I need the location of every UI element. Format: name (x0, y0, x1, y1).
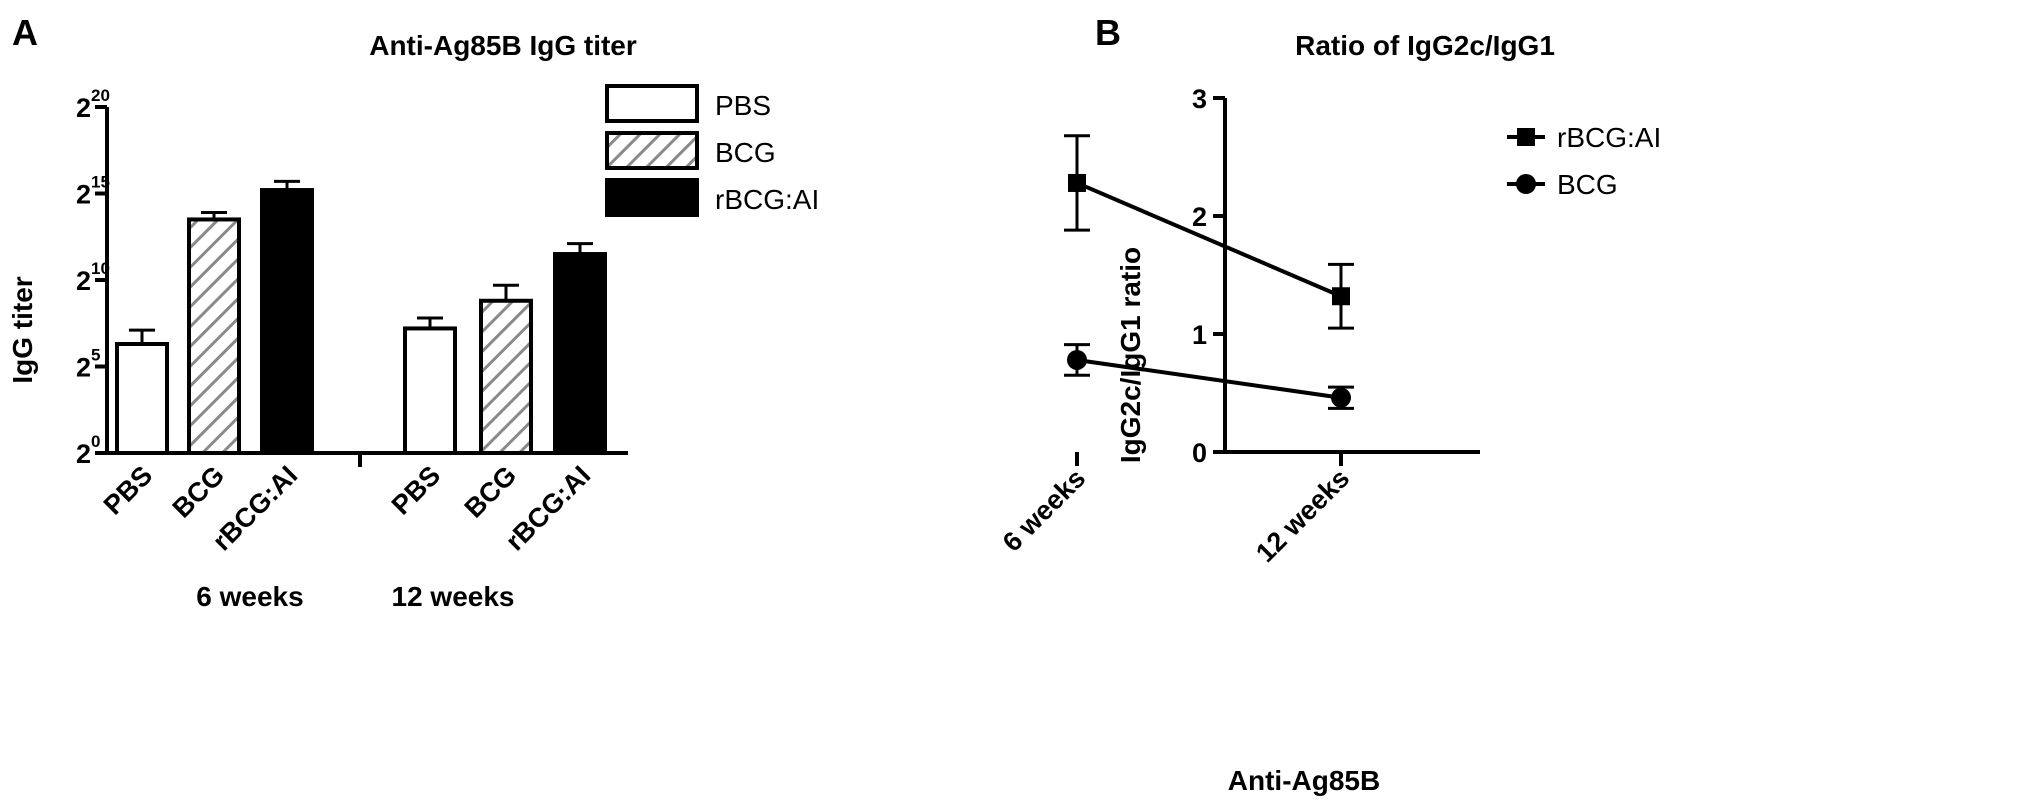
panel-b-marker-square (1068, 173, 1086, 192)
panel-b-legend-marker-circle (1516, 174, 1536, 194)
panel-a-category-label: PBS (98, 460, 158, 520)
panel-a-y-tick-exponent: 5 (91, 346, 100, 365)
panel-a-axes (105, 107, 628, 467)
panel-b-category-labels: 6 weeks 12 weeks (997, 463, 1355, 568)
panel-b-series-line (1076, 181, 1342, 299)
panel-a-legend-label: BCG (715, 137, 776, 168)
panel-b-y-tick-label: 3 (1192, 84, 1207, 114)
panel-b-axes (1075, 98, 1480, 466)
panel-a-bar (553, 252, 607, 455)
panel-b-series (1064, 134, 1354, 410)
panel-a-y-tick-base: 2 (76, 439, 91, 469)
panel-b-legend-label: BCG (1557, 169, 1618, 200)
panel-a-legend-swatch (605, 131, 699, 170)
panel-b-y-tick-label: 1 (1192, 320, 1207, 350)
panel-a-bar (187, 217, 241, 455)
panel-a-y-ticks: 2 02 52 102 152 20 (76, 86, 110, 469)
panel-a-bar (115, 342, 169, 456)
panel-a-category-label: BCG (167, 460, 231, 524)
panel-a-title: Anti-Ag85B IgG titer (369, 30, 637, 61)
panel-a-y-tick-base: 2 (76, 353, 91, 383)
panel-b-x-axis-label: Anti-Ag85B (1228, 765, 1380, 796)
panel-b-marker-square (1332, 287, 1350, 306)
panel-a-group-label: 6 weeks (196, 581, 303, 612)
panel-a-legend-label: rBCG:AI (715, 184, 819, 215)
panel-a-category-label: BCG (459, 460, 523, 524)
panel-a-legend-label: PBS (715, 90, 771, 121)
panel-b-letter: B (1095, 12, 1121, 53)
panel-b-series-line (1076, 357, 1342, 400)
panel-a-letter: A (12, 12, 38, 53)
panel-a-y-tick-exponent: 20 (91, 86, 110, 105)
panel-a-y-tick-base: 2 (76, 266, 91, 296)
panel-b-category-label: 6 weeks (997, 463, 1091, 557)
panel-b-y-tick-label: 2 (1192, 202, 1207, 232)
panel-b-marker-circle (1067, 349, 1087, 370)
panel-a-legend-swatch (605, 178, 699, 217)
panel-a-group-label: 12 weeks (392, 581, 515, 612)
panel-a-y-tick-base: 2 (76, 180, 91, 210)
panel-a-y-tick-exponent: 0 (91, 432, 100, 451)
panel-b-legend: rBCG:AI BCG (1507, 122, 1661, 200)
panel-a: A Anti-Ag85B IgG titer IgG titer 2 02 52 10… (7, 12, 819, 612)
panel-b-marker-circle (1331, 387, 1351, 408)
panel-b-y-tick-label: 0 (1192, 438, 1207, 468)
panel-a-bar (479, 298, 533, 456)
panel-a-legend-swatch (605, 84, 699, 123)
panel-a-category-label: PBS (386, 460, 446, 520)
panel-a-y-tick-base: 2 (76, 93, 91, 123)
panel-b-legend-label: rBCG:AI (1557, 122, 1661, 153)
panel-a-bar (403, 326, 457, 455)
panel-b-y-axis-label: IgG2c/IgG1 ratio (1115, 247, 1146, 463)
panel-a-y-tick-exponent: 15 (91, 173, 110, 192)
panel-b-title: Ratio of IgG2c/IgG1 (1295, 30, 1555, 61)
panel-b-legend-marker-square (1517, 128, 1535, 146)
panel-a-y-tick-exponent: 10 (91, 259, 110, 278)
panel-a-bar (260, 188, 314, 455)
panel-a-bars (115, 179, 607, 456)
panel-b: B Ratio of IgG2c/IgG1 IgG2c/IgG1 ratio A… (997, 12, 1661, 796)
panel-b-y-ticks: 0 1 2 3 (1192, 84, 1225, 468)
panel-a-group-labels: 6 weeks 12 weeks (196, 581, 514, 612)
panel-b-category-label: 12 weeks (1250, 463, 1355, 568)
panel-a-legend: PBS BCG rBCG:AI (605, 84, 819, 217)
panel-a-y-axis-label: IgG titer (7, 276, 38, 383)
